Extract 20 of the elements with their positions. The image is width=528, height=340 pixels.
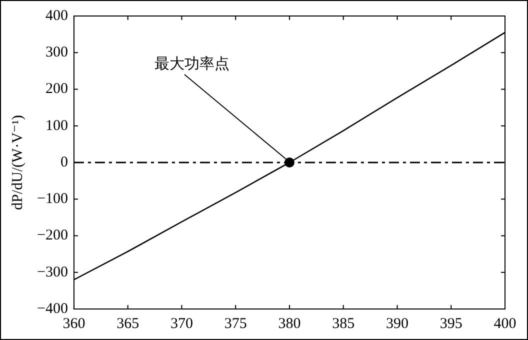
x-tick-label: 375 xyxy=(224,316,247,332)
x-tick-label: 365 xyxy=(116,316,140,332)
x-tick-label: 395 xyxy=(440,316,462,332)
y-tick-label: 100 xyxy=(45,118,68,134)
x-tick-label: 390 xyxy=(386,316,408,332)
y-tick-label: 0 xyxy=(60,154,68,170)
x-tick-label: 360 xyxy=(62,316,86,332)
y-tick-label: 200 xyxy=(45,81,68,98)
y-tick-label: −300 xyxy=(36,264,68,280)
y-tick-label: −200 xyxy=(36,228,68,244)
x-tick-label: 400 xyxy=(494,316,516,332)
y-tick-label: 400 xyxy=(45,8,68,24)
x-tick-label: 385 xyxy=(332,316,355,332)
y-tick-label: −400 xyxy=(36,300,68,317)
x-tick-label: 380 xyxy=(278,316,301,332)
annotation: 最大功率点 xyxy=(154,56,230,72)
y-tick-label: −100 xyxy=(36,191,68,208)
y-axis-title: dP/dU/(W·V⁻¹) xyxy=(10,115,26,210)
x-tick-label: 370 xyxy=(170,316,193,332)
y-tick-label: 300 xyxy=(45,44,68,61)
